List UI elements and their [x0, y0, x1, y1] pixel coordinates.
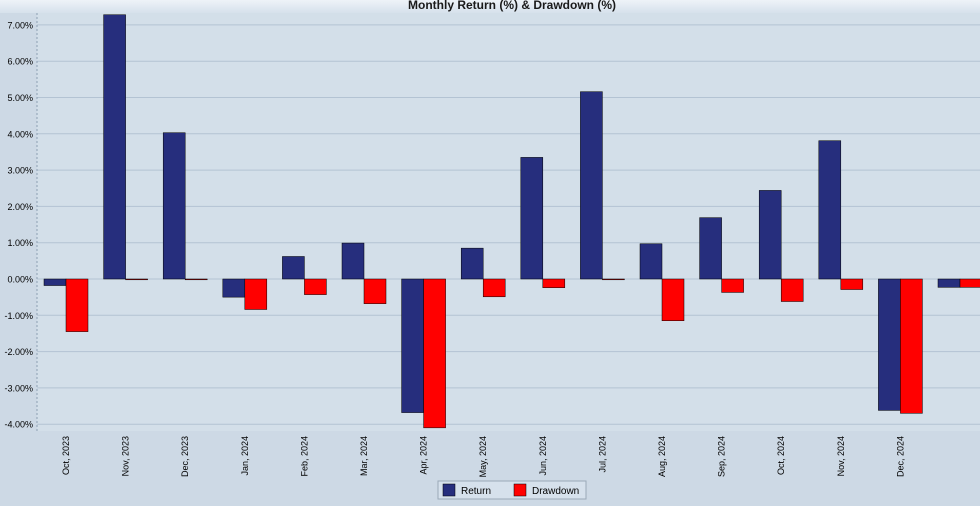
bar-drawdown: [661, 278, 685, 321]
bar-return: [520, 157, 544, 280]
bar-drawdown: [244, 278, 268, 310]
y-tick-label: -1.00%: [4, 311, 33, 321]
legend-box: [437, 480, 587, 500]
bar-drawdown: [184, 278, 208, 281]
bar-return: [460, 247, 484, 280]
x-tick-label: Feb, 2024: [299, 436, 309, 477]
y-tick-label: 5.00%: [7, 93, 33, 103]
bar-drawdown: [304, 278, 327, 295]
x-tick-label: May, 2024: [478, 436, 488, 477]
bar-return: [937, 278, 961, 288]
bar-drawdown: [959, 278, 980, 288]
y-tick-label: -3.00%: [4, 383, 33, 393]
chart-title: Monthly Return (%) & Drawdown (%): [408, 0, 616, 12]
bar-drawdown: [542, 278, 566, 288]
bar-return: [818, 140, 842, 280]
y-tick-label: -2.00%: [4, 347, 33, 357]
x-tick-label: Jul, 2024: [597, 436, 607, 473]
y-tick-label: 2.00%: [7, 202, 33, 212]
bar-return: [758, 190, 782, 280]
legend-return-label: Return: [461, 486, 491, 497]
axis-layer: 7.00% 6.00% 5.00% 4.00% 3.00% 2.00% 1.00% 0.00%…: [4, 13, 38, 431]
x-tick-label: Apr, 2024: [419, 436, 429, 475]
x-tick-label: Nov, 2023: [121, 436, 131, 476]
bar-return: [103, 14, 126, 280]
x-tick-label: Sep, 2024: [717, 436, 727, 477]
bar-drawdown: [423, 278, 446, 429]
legend-drawdown-swatch: [513, 483, 527, 497]
y-tick-label: 4.00%: [7, 129, 33, 139]
bar-return: [639, 243, 663, 280]
legend-return-swatch: [442, 483, 456, 497]
x-tick-label: Dec, 2024: [895, 436, 905, 477]
bar-drawdown: [840, 278, 864, 290]
bar-drawdown: [721, 278, 744, 293]
y-tick-label: 6.00%: [7, 57, 33, 67]
y-tick-label: 3.00%: [7, 166, 33, 176]
bar-return: [699, 217, 722, 280]
bar-return: [43, 278, 67, 286]
y-tick-label: 1.00%: [7, 238, 33, 248]
title-bar: [0, 0, 980, 13]
x-tick-label: Jan, 2024: [240, 436, 250, 476]
x-tick-label: Oct, 2023: [61, 436, 71, 475]
bar-drawdown: [602, 278, 625, 281]
bar-return: [162, 132, 186, 280]
x-tick-label: Oct, 2024: [776, 436, 786, 475]
x-tick-label: Nov, 2024: [836, 436, 846, 476]
bar-drawdown: [363, 278, 387, 304]
y-tick-label: 0.00%: [7, 275, 33, 285]
y-tick-label: -4.00%: [4, 420, 33, 430]
bar-drawdown: [900, 278, 923, 414]
x-tick-label: Mar, 2024: [359, 436, 369, 476]
bar-return: [878, 278, 901, 411]
bar-return: [222, 278, 246, 298]
bars-layer: [43, 14, 980, 429]
x-tick-label: Jun, 2024: [538, 436, 548, 476]
legend: Return Drawdown: [437, 480, 587, 500]
bar-return: [580, 91, 603, 280]
bar-drawdown: [482, 278, 506, 298]
x-tick-label: Dec, 2023: [180, 436, 190, 477]
y-tick-label: 7.00%: [7, 20, 33, 30]
x-tick-labels: Oct, 2023 Nov, 2023 Dec, 2023 Jan, 2024 Feb,…: [61, 436, 905, 477]
bar-drawdown: [65, 278, 89, 332]
bar-drawdown: [780, 278, 804, 302]
bar-return: [282, 256, 305, 280]
x-tick-label: Aug, 2024: [657, 436, 667, 477]
bar-return: [401, 278, 424, 413]
bar-drawdown: [125, 278, 148, 281]
legend-drawdown-label: Drawdown: [532, 486, 579, 497]
bar-return: [341, 242, 365, 280]
